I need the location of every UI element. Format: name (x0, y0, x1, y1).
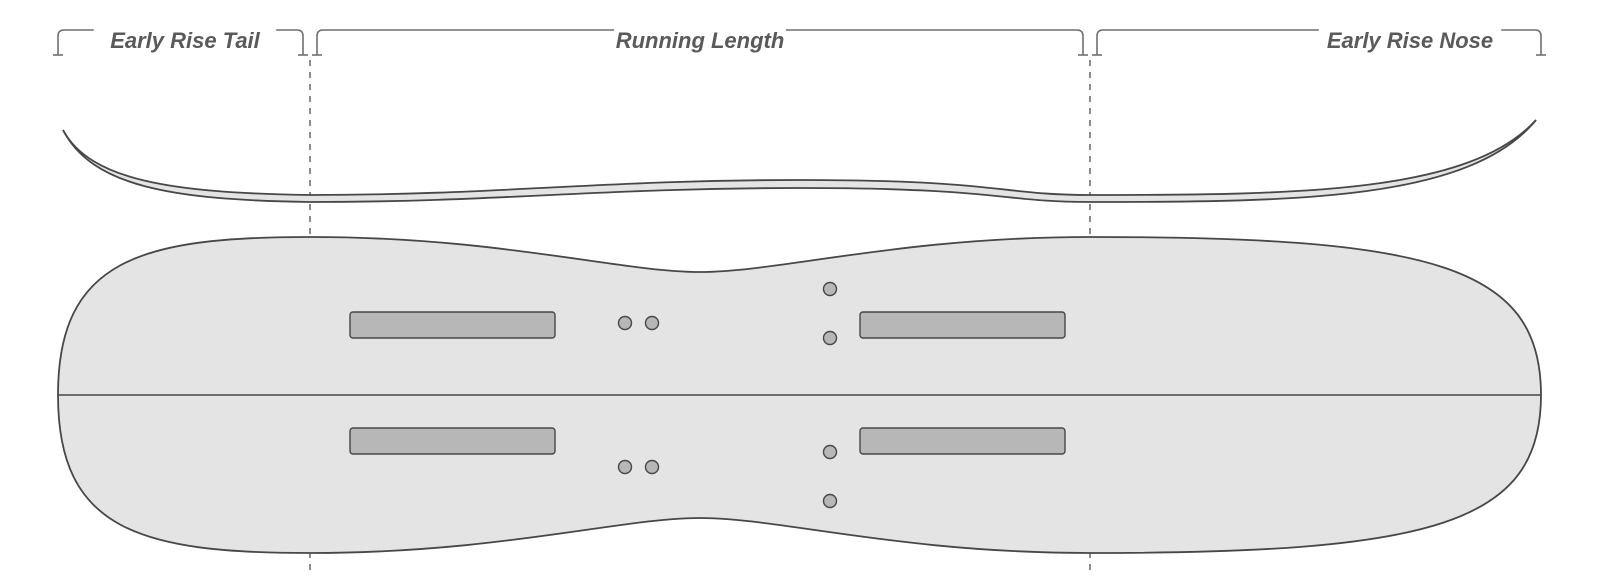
binding-slot (860, 428, 1065, 454)
mounting-hole (824, 283, 837, 296)
label-nose: Early Rise Nose (1327, 28, 1493, 53)
mounting-hole (824, 495, 837, 508)
mounting-hole (619, 461, 632, 474)
label-tail: Early Rise Tail (110, 28, 260, 53)
label-running: Running Length (616, 28, 785, 53)
mounting-hole (646, 317, 659, 330)
mounting-hole (824, 446, 837, 459)
bracket-nose-right (1501, 30, 1541, 55)
mounting-hole (619, 317, 632, 330)
bracket-running-left (317, 30, 614, 55)
binding-slot (350, 428, 555, 454)
mounting-hole (646, 461, 659, 474)
mounting-hole (824, 332, 837, 345)
bracket-tail-left (58, 30, 94, 55)
binding-slot (350, 312, 555, 338)
bracket-running-right (786, 30, 1083, 55)
binding-slot (860, 312, 1065, 338)
bracket-nose-left (1097, 30, 1319, 55)
bracket-tail-right (276, 30, 303, 55)
